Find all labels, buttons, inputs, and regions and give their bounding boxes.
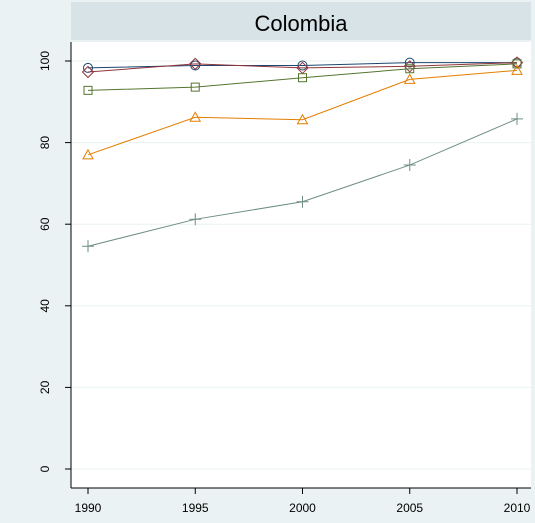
marker-plus	[82, 240, 94, 253]
series-line-2	[87, 62, 518, 73]
marker-triangle	[296, 113, 309, 125]
marker-triangle	[511, 64, 523, 75]
x-tick-label: 1990	[75, 501, 102, 515]
marker-square	[83, 85, 93, 95]
y-tick-label: 60	[38, 217, 52, 231]
panel-title-bar	[71, 2, 531, 40]
plot-area	[71, 42, 531, 488]
marker-triangle	[403, 73, 416, 84]
marker-square	[512, 59, 522, 69]
y-tick-label: 40	[38, 299, 52, 313]
y-tick-label: 80	[38, 136, 52, 150]
marker-plus	[189, 213, 202, 226]
marker-plus	[511, 112, 523, 125]
x-tick-label: 1995	[182, 501, 209, 515]
marker-triangle	[82, 148, 94, 160]
marker-triangle	[189, 111, 202, 122]
y-tick-label: 0	[38, 465, 52, 472]
series-line-3	[87, 63, 518, 91]
marker-circle	[297, 60, 308, 71]
marker-square	[190, 82, 200, 92]
marker-diamond	[81, 65, 95, 79]
series-layer	[81, 56, 524, 253]
marker-plus	[296, 195, 309, 208]
marker-circle	[404, 57, 415, 68]
chart-title: Colombia	[255, 11, 349, 36]
marker-square	[405, 64, 415, 74]
series-line-4	[87, 69, 518, 156]
x-tick-label: 2005	[396, 501, 423, 515]
marker-diamond	[189, 57, 202, 71]
x-tick-label: 2010	[504, 501, 531, 515]
marker-plus	[403, 159, 416, 172]
y-tick-label: 100	[38, 51, 52, 71]
y-tick-label: 20	[38, 380, 52, 394]
x-tick-label: 2000	[289, 501, 316, 515]
axis-ticks: 0 20 40 60 80 100 1990 1995 2000 2005 2010	[38, 51, 530, 515]
marker-square	[298, 73, 307, 83]
marker-circle	[83, 62, 93, 73]
